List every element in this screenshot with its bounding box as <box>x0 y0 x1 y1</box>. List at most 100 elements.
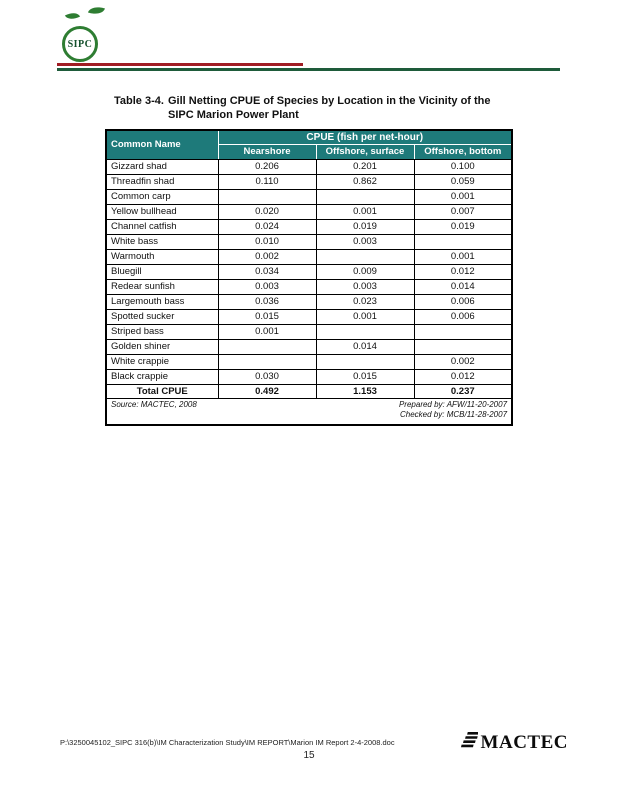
cpue-value: 0.012 <box>413 368 513 385</box>
cpue-value: 0.110 <box>217 173 317 190</box>
total-row: Total CPUE 0.492 1.153 0.237 <box>105 383 513 399</box>
species-name: Gizzard shad <box>105 158 219 175</box>
cpue-value: 0.001 <box>315 308 415 325</box>
cpue-value: 0.009 <box>315 263 415 280</box>
leaf-icon <box>87 3 106 18</box>
column-header-nearshore: Nearshore <box>217 144 317 160</box>
species-name: Black crappie <box>105 368 219 385</box>
table-row: Redear sunfish 0.003 0.003 0.014 <box>105 278 513 295</box>
cpue-value: 0.006 <box>413 293 513 310</box>
cpue-value: 0.003 <box>315 278 415 295</box>
prepared-checked-block: Prepared by: AFW/11-20-2007 Checked by: … <box>399 400 507 422</box>
sipc-logo: SIPC <box>56 3 126 64</box>
table-block: Table 3-4. Gill Netting CPUE of Species … <box>105 94 514 427</box>
sipc-logo-circle: SIPC <box>62 26 98 62</box>
sipc-logo-text: SIPC <box>67 38 93 50</box>
table-body: Gizzard shad 0.206 0.201 0.100 Threadfin sha… <box>105 158 513 385</box>
cpue-value: 0.036 <box>217 293 317 310</box>
table-caption: Table 3-4. Gill Netting CPUE of Species … <box>114 94 511 123</box>
source-row: Source: MACTEC, 2008 Prepared by: AFW/11… <box>105 397 513 426</box>
cpue-group-header: CPUE (fish per net-hour) <box>217 129 513 145</box>
cpue-value: 0.001 <box>315 203 415 220</box>
cpue-value <box>217 338 317 355</box>
cpue-value <box>315 188 415 205</box>
cpue-value <box>315 248 415 265</box>
table-row: Threadfin shad 0.110 0.862 0.059 <box>105 173 513 190</box>
species-name: Redear sunfish <box>105 278 219 295</box>
cpue-value: 0.003 <box>315 233 415 250</box>
leaf-icon <box>64 9 81 23</box>
cpue-value: 0.201 <box>315 158 415 175</box>
table-caption-label: Table 3-4. <box>114 95 164 107</box>
table-caption-text: Gill Netting CPUE of Species by Location… <box>168 95 491 122</box>
total-offshore-bottom: 0.237 <box>413 383 513 399</box>
common-name-header: Common Name <box>105 129 219 160</box>
cpue-table: Common Name CPUE (fish per net-hour) Nea… <box>105 128 514 427</box>
table-row: Black crappie 0.030 0.015 0.012 <box>105 368 513 385</box>
species-name: Yellow bullhead <box>105 203 219 220</box>
cpue-value: 0.015 <box>315 368 415 385</box>
table-row: Spotted sucker 0.015 0.001 0.006 <box>105 308 513 325</box>
mactec-wordmark: MACTEC <box>480 731 568 753</box>
cpue-value <box>315 323 415 340</box>
cpue-value: 0.014 <box>315 338 415 355</box>
total-label: Total CPUE <box>105 383 219 399</box>
species-name: Channel catfish <box>105 218 219 235</box>
table-row: Largemouth bass 0.036 0.023 0.006 <box>105 293 513 310</box>
species-name: Threadfin shad <box>105 173 219 190</box>
letterhead-red-rule <box>57 63 303 66</box>
species-name: Spotted sucker <box>105 308 219 325</box>
cpue-value: 0.001 <box>217 323 317 340</box>
cpue-value <box>413 338 513 355</box>
table-header: Common Name CPUE (fish per net-hour) Nea… <box>105 129 513 160</box>
page-number: 15 <box>303 750 315 761</box>
source-note: Source: MACTEC, 2008 <box>111 399 197 409</box>
cpue-value: 0.010 <box>217 233 317 250</box>
table-row: Bluegill 0.034 0.009 0.012 <box>105 263 513 280</box>
species-name: Largemouth bass <box>105 293 219 310</box>
cpue-value <box>413 323 513 340</box>
cpue-value: 0.019 <box>413 218 513 235</box>
table-row: Gizzard shad 0.206 0.201 0.100 <box>105 158 513 175</box>
mactec-logo: MACTEC <box>458 731 568 754</box>
species-name: White bass <box>105 233 219 250</box>
cpue-value <box>315 353 415 370</box>
cpue-value: 0.206 <box>217 158 317 175</box>
species-name: Common carp <box>105 188 219 205</box>
cpue-value: 0.059 <box>413 173 513 190</box>
checked-by: Checked by: MCB/11-28-2007 <box>400 410 508 420</box>
cpue-value: 0.001 <box>413 188 513 205</box>
cpue-value: 0.006 <box>413 308 513 325</box>
cpue-value: 0.020 <box>217 203 317 220</box>
letterhead-green-rule <box>57 68 560 71</box>
table-row: Striped bass 0.001 <box>105 323 513 340</box>
total-offshore-surface: 1.153 <box>315 383 415 399</box>
cpue-value: 0.023 <box>315 293 415 310</box>
species-name: Bluegill <box>105 263 219 280</box>
cpue-value: 0.003 <box>217 278 317 295</box>
cpue-value: 0.100 <box>413 158 513 175</box>
cpue-value: 0.012 <box>413 263 513 280</box>
cpue-value <box>217 188 317 205</box>
cpue-value: 0.862 <box>315 173 415 190</box>
species-name: Warmouth <box>105 248 219 265</box>
prepared-by: Prepared by: AFW/11-20-2007 <box>398 399 508 409</box>
cpue-value: 0.030 <box>217 368 317 385</box>
cpue-value: 0.014 <box>413 278 513 295</box>
cpue-value: 0.034 <box>217 263 317 280</box>
cpue-value: 0.019 <box>315 218 415 235</box>
table-row: Channel catfish 0.024 0.019 0.019 <box>105 218 513 235</box>
cpue-value: 0.002 <box>217 248 317 265</box>
cpue-value: 0.001 <box>413 248 513 265</box>
cpue-value <box>413 233 513 250</box>
column-header-offshore-bottom: Offshore, bottom <box>413 144 513 160</box>
total-nearshore: 0.492 <box>217 383 317 399</box>
table-row: White crappie 0.002 <box>105 353 513 370</box>
column-header-offshore-surface: Offshore, surface <box>315 144 415 160</box>
cpue-value: 0.007 <box>413 203 513 220</box>
cpue-value <box>217 353 317 370</box>
table-row: Warmouth 0.002 0.001 <box>105 248 513 265</box>
species-name: Striped bass <box>105 323 219 340</box>
cpue-value: 0.015 <box>217 308 317 325</box>
